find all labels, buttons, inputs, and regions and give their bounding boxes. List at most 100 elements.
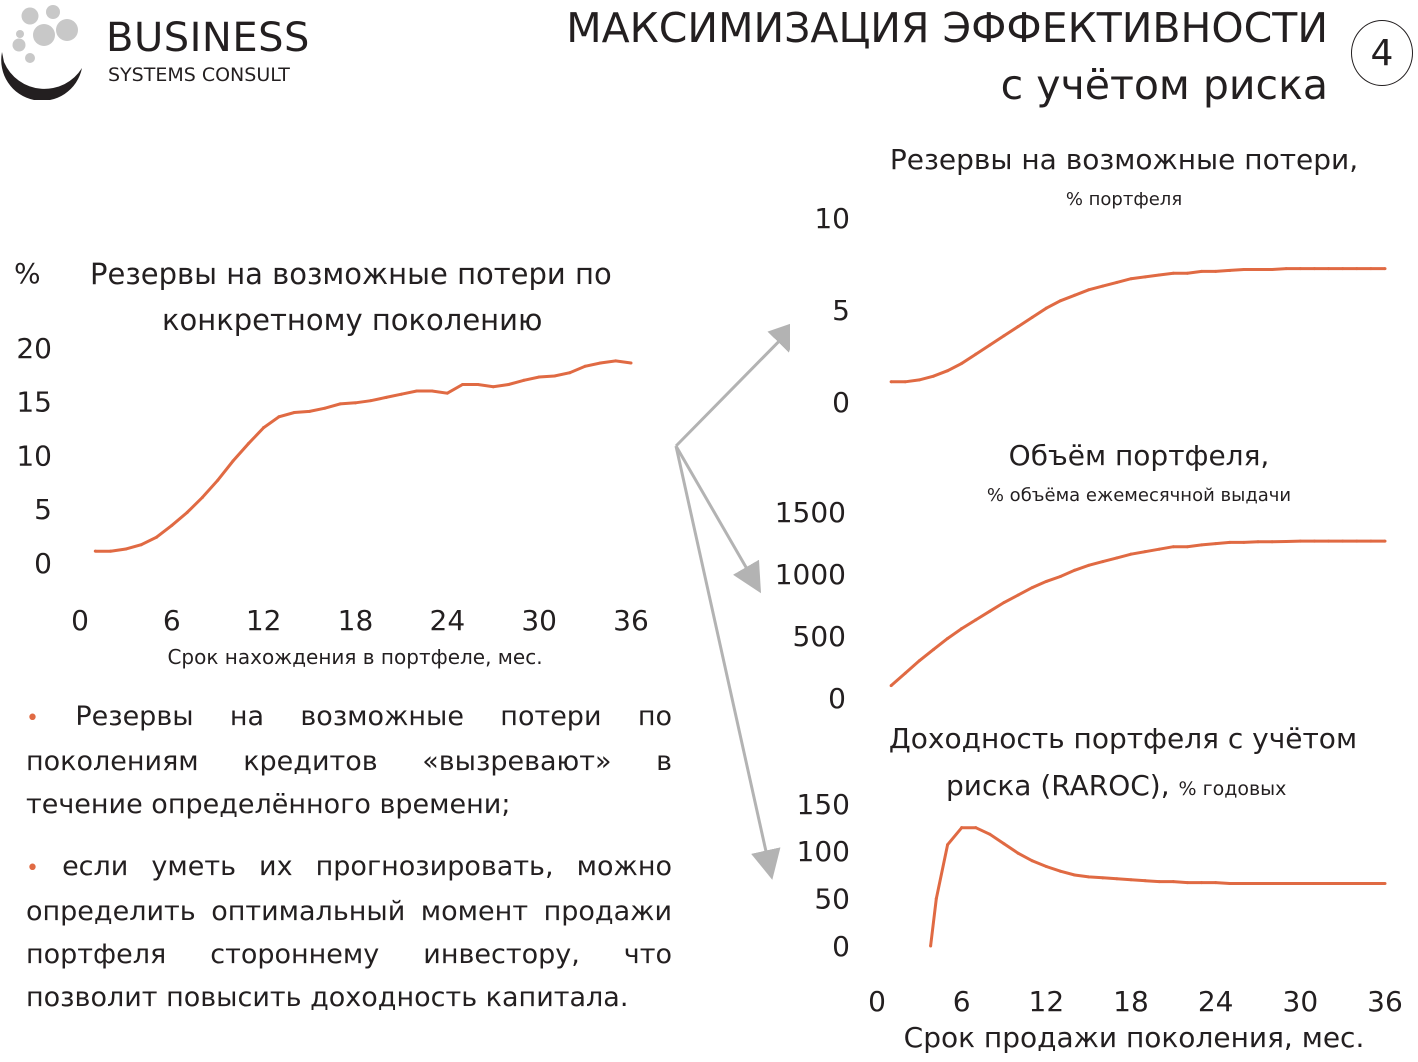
- data-point: [93, 549, 97, 553]
- data-point: [988, 832, 992, 836]
- data-point: [1369, 267, 1373, 271]
- chart4-series-line: [929, 826, 1385, 947]
- arrow-to-raroc-chart: [674, 445, 781, 880]
- data-point: [1383, 539, 1387, 543]
- data-point: [1016, 851, 1020, 855]
- data-point: [109, 549, 113, 553]
- data-point: [1185, 545, 1189, 549]
- data-point: [974, 826, 978, 830]
- y-tick-label: 20: [16, 332, 52, 365]
- data-point: [522, 378, 526, 382]
- data-point: [1284, 267, 1288, 271]
- logo-bubbles-icon: [12, 5, 78, 63]
- x-tick-label: 0: [868, 985, 886, 1018]
- y-tick-label: 1500: [775, 496, 846, 529]
- data-point: [903, 671, 907, 675]
- data-point: [1058, 574, 1062, 578]
- data-point: [1200, 269, 1204, 273]
- x-tick-label: 30: [521, 604, 557, 637]
- chart4-title-line2-wrap: риска (RAROC), % годовых: [946, 767, 1286, 808]
- data-point: [917, 659, 921, 663]
- data-point: [1312, 267, 1316, 271]
- x-tick-label: 18: [1113, 985, 1149, 1018]
- y-tick-label: 500: [793, 620, 846, 653]
- data-point: [1228, 268, 1232, 272]
- data-point: [231, 459, 235, 463]
- data-point: [430, 389, 434, 393]
- chart3-title: Объём портфеля,: [1008, 439, 1270, 472]
- data-point: [1298, 882, 1302, 886]
- chart1-ylabel: %: [14, 257, 41, 290]
- data-point: [1383, 267, 1387, 271]
- data-point: [931, 374, 935, 378]
- data-point: [1242, 540, 1246, 544]
- data-point: [1171, 880, 1175, 884]
- data-point: [1242, 268, 1246, 272]
- data-point: [384, 395, 388, 399]
- page-title-line2: с учётом риска: [1000, 61, 1328, 109]
- data-point: [1115, 556, 1119, 560]
- data-point: [614, 359, 618, 363]
- data-point: [1016, 593, 1020, 597]
- y-tick-label: 5: [34, 493, 52, 526]
- data-point: [1214, 881, 1218, 885]
- data-point: [1044, 306, 1048, 310]
- data-point: [476, 383, 480, 387]
- data-point: [1044, 864, 1048, 868]
- chart2-plot: 0 5 10: [814, 202, 1387, 419]
- data-point: [1157, 880, 1161, 884]
- data-point: [1355, 267, 1359, 271]
- logo-subtitle: SYSTEMS CONSULT: [108, 64, 290, 86]
- data-point: [1242, 882, 1246, 886]
- page-title-line1: МАКСИМИЗАЦИЯ ЭФФЕКТИВНОСТИ: [566, 4, 1328, 52]
- data-point: [200, 495, 204, 499]
- bullet-list: • Резервы на возможные потери по поколен…: [26, 695, 672, 1019]
- y-tick-label: 0: [832, 386, 850, 419]
- data-point: [1115, 280, 1119, 284]
- data-point: [1030, 859, 1034, 863]
- data-point: [369, 399, 373, 403]
- y-tick-label: 50: [814, 882, 850, 915]
- chart1-title-line2: конкретному поколению: [162, 303, 543, 337]
- chart1-plot: 0 5 10 15 20 0 6 12 18 24 30 36: [16, 332, 649, 637]
- data-point: [1298, 267, 1302, 271]
- data-point: [917, 378, 921, 382]
- data-point: [246, 442, 250, 446]
- data-point: [974, 352, 978, 356]
- chart2-subtitle: % портфеля: [1065, 189, 1183, 210]
- data-point: [445, 391, 449, 395]
- y-tick-label: 0: [832, 930, 850, 963]
- data-point: [1369, 882, 1373, 886]
- data-point: [1073, 293, 1077, 297]
- y-tick-label: 0: [828, 682, 846, 715]
- data-point: [1101, 284, 1105, 288]
- x-tick-label: 36: [613, 604, 649, 637]
- logo-crescent-icon: [1, 52, 82, 100]
- data-point: [1171, 271, 1175, 275]
- y-tick-label: 100: [797, 835, 850, 868]
- data-point: [1327, 267, 1331, 271]
- data-point: [889, 380, 893, 384]
- data-point: [946, 369, 950, 373]
- x-tick-label: 36: [1367, 985, 1403, 1018]
- data-point: [1270, 882, 1274, 886]
- bullet-text-2: если уметь их прогнозировать, можно опре…: [26, 851, 672, 1013]
- data-point: [1087, 875, 1091, 879]
- data-point: [1073, 568, 1077, 572]
- data-point: [1115, 877, 1119, 881]
- data-point: [1383, 882, 1387, 886]
- data-point: [1058, 869, 1062, 873]
- bullet-item-2: • если уметь их прогнозировать, можно оп…: [26, 845, 672, 1019]
- data-point: [552, 374, 556, 378]
- data-point: [1101, 876, 1105, 880]
- x-tick-label: 18: [338, 604, 374, 637]
- data-point: [1341, 539, 1345, 543]
- data-point: [931, 648, 935, 652]
- chart4-title-line2: риска (RAROC),: [946, 769, 1170, 802]
- data-point: [889, 684, 893, 688]
- data-point: [1327, 539, 1331, 543]
- data-point: [1101, 560, 1105, 564]
- chart1-xlabel: Срок нахождения в портфеле, мес.: [167, 645, 543, 669]
- data-point: [461, 383, 465, 387]
- data-point: [537, 375, 541, 379]
